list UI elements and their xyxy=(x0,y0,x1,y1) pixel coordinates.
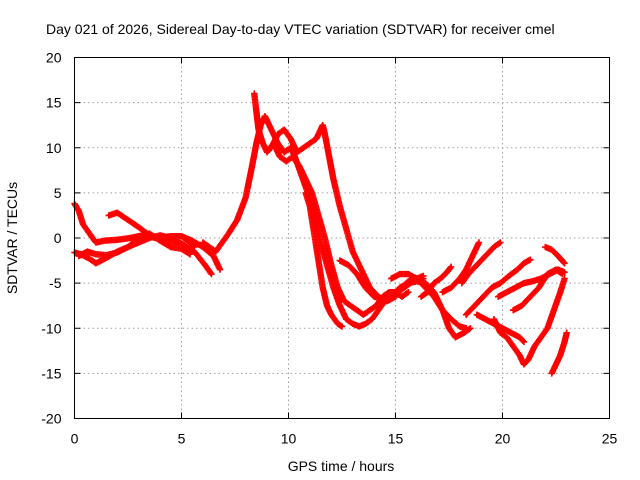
data-point xyxy=(462,325,470,332)
data-points xyxy=(71,90,570,377)
x-tick-label: 10 xyxy=(281,431,297,447)
data-point xyxy=(527,256,534,263)
data-series xyxy=(302,189,346,330)
x-tick-label: 15 xyxy=(388,431,404,447)
x-axis-label: GPS time / hours xyxy=(288,458,395,474)
y-tick-labels: -20 -15 -10 -5 0 5 10 15 20 xyxy=(41,50,61,427)
data-point xyxy=(560,259,567,266)
x-tick-labels: 0 5 10 15 20 25 xyxy=(71,431,618,447)
data-point xyxy=(447,264,454,272)
data-series xyxy=(462,256,534,318)
data-point xyxy=(520,338,528,345)
x-tick-label: 20 xyxy=(495,431,511,447)
data-series xyxy=(417,263,455,300)
y-tick-label: 10 xyxy=(46,140,62,156)
data-point xyxy=(186,251,194,258)
data-point xyxy=(403,289,411,297)
data-point xyxy=(405,288,412,296)
data-point xyxy=(563,329,570,336)
y-tick-label: 20 xyxy=(46,50,62,66)
chart-title: Day 021 of 2026, Sidereal Day-to-day VTE… xyxy=(46,21,555,37)
data-series xyxy=(251,90,412,318)
y-tick-label: 5 xyxy=(54,185,62,201)
x-tick-label: 25 xyxy=(602,431,618,447)
data-series xyxy=(105,209,198,251)
data-point xyxy=(338,323,346,330)
y-axis-label: SDTVAR / TECUs xyxy=(4,182,20,294)
data-series xyxy=(490,275,568,368)
data-series xyxy=(458,239,504,287)
y-tick-label: -10 xyxy=(41,320,61,336)
data-point xyxy=(475,239,483,246)
data-point xyxy=(191,243,198,251)
data-series xyxy=(548,329,570,377)
x-tick-label: 0 xyxy=(71,431,79,447)
data-point xyxy=(561,275,568,282)
data-series xyxy=(510,266,566,314)
data-point xyxy=(495,240,503,247)
data-point xyxy=(559,270,566,278)
y-tick-label: 0 xyxy=(54,230,62,246)
y-tick-label: -15 xyxy=(41,365,61,381)
data-series xyxy=(439,239,483,296)
plot-frame xyxy=(74,57,610,419)
data-point xyxy=(207,269,214,277)
data-point xyxy=(497,239,504,246)
y-tick-label: 15 xyxy=(46,95,62,111)
data-point xyxy=(216,266,224,273)
data-point xyxy=(208,270,215,278)
data-point xyxy=(190,242,197,250)
data-point xyxy=(447,263,455,271)
data-point xyxy=(561,260,568,267)
x-tick-label: 5 xyxy=(178,431,186,447)
data-point xyxy=(519,337,527,344)
y-tick-label: -5 xyxy=(49,275,62,291)
y-tick-label: -20 xyxy=(41,411,61,427)
data-series xyxy=(542,243,568,267)
data-point xyxy=(465,325,473,333)
data-point xyxy=(557,270,565,277)
